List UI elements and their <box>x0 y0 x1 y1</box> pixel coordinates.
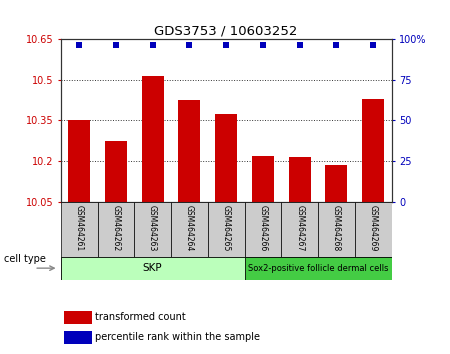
Text: percentile rank within the sample: percentile rank within the sample <box>95 332 261 342</box>
Bar <box>318 202 355 257</box>
Bar <box>178 100 200 202</box>
Bar <box>68 120 90 202</box>
Text: transformed count: transformed count <box>95 312 186 322</box>
Point <box>112 42 120 48</box>
Bar <box>355 202 392 257</box>
Bar <box>142 76 164 202</box>
Text: GSM464264: GSM464264 <box>185 205 194 251</box>
Text: Sox2-positive follicle dermal cells: Sox2-positive follicle dermal cells <box>248 264 388 273</box>
Text: GSM464268: GSM464268 <box>332 205 341 251</box>
Bar <box>288 157 310 202</box>
Text: GSM464262: GSM464262 <box>112 205 121 251</box>
Text: cell type: cell type <box>4 254 46 264</box>
Bar <box>252 156 274 202</box>
Bar <box>325 165 347 202</box>
Bar <box>64 331 92 343</box>
Bar <box>244 257 392 280</box>
Point <box>76 42 83 48</box>
Title: GDS3753 / 10603252: GDS3753 / 10603252 <box>154 25 298 38</box>
Text: GSM464267: GSM464267 <box>295 205 304 251</box>
Bar <box>98 202 134 257</box>
Bar <box>171 202 208 257</box>
Bar <box>208 202 244 257</box>
Bar <box>105 141 127 202</box>
Text: GSM464269: GSM464269 <box>369 205 378 251</box>
Text: GSM464263: GSM464263 <box>148 205 157 251</box>
Point <box>369 42 377 48</box>
Bar <box>134 202 171 257</box>
Text: GSM464266: GSM464266 <box>258 205 267 251</box>
Text: GSM464261: GSM464261 <box>75 205 84 251</box>
Bar <box>281 202 318 257</box>
Text: SKP: SKP <box>143 263 162 273</box>
Bar <box>61 257 244 280</box>
Point <box>259 42 266 48</box>
Bar <box>64 311 92 324</box>
Point <box>333 42 340 48</box>
Point <box>296 42 303 48</box>
Bar <box>362 99 384 202</box>
Bar <box>215 114 237 202</box>
Text: GSM464265: GSM464265 <box>221 205 230 251</box>
Point <box>222 42 230 48</box>
Bar <box>61 202 98 257</box>
Point <box>149 42 156 48</box>
Point <box>186 42 193 48</box>
Bar <box>244 202 281 257</box>
